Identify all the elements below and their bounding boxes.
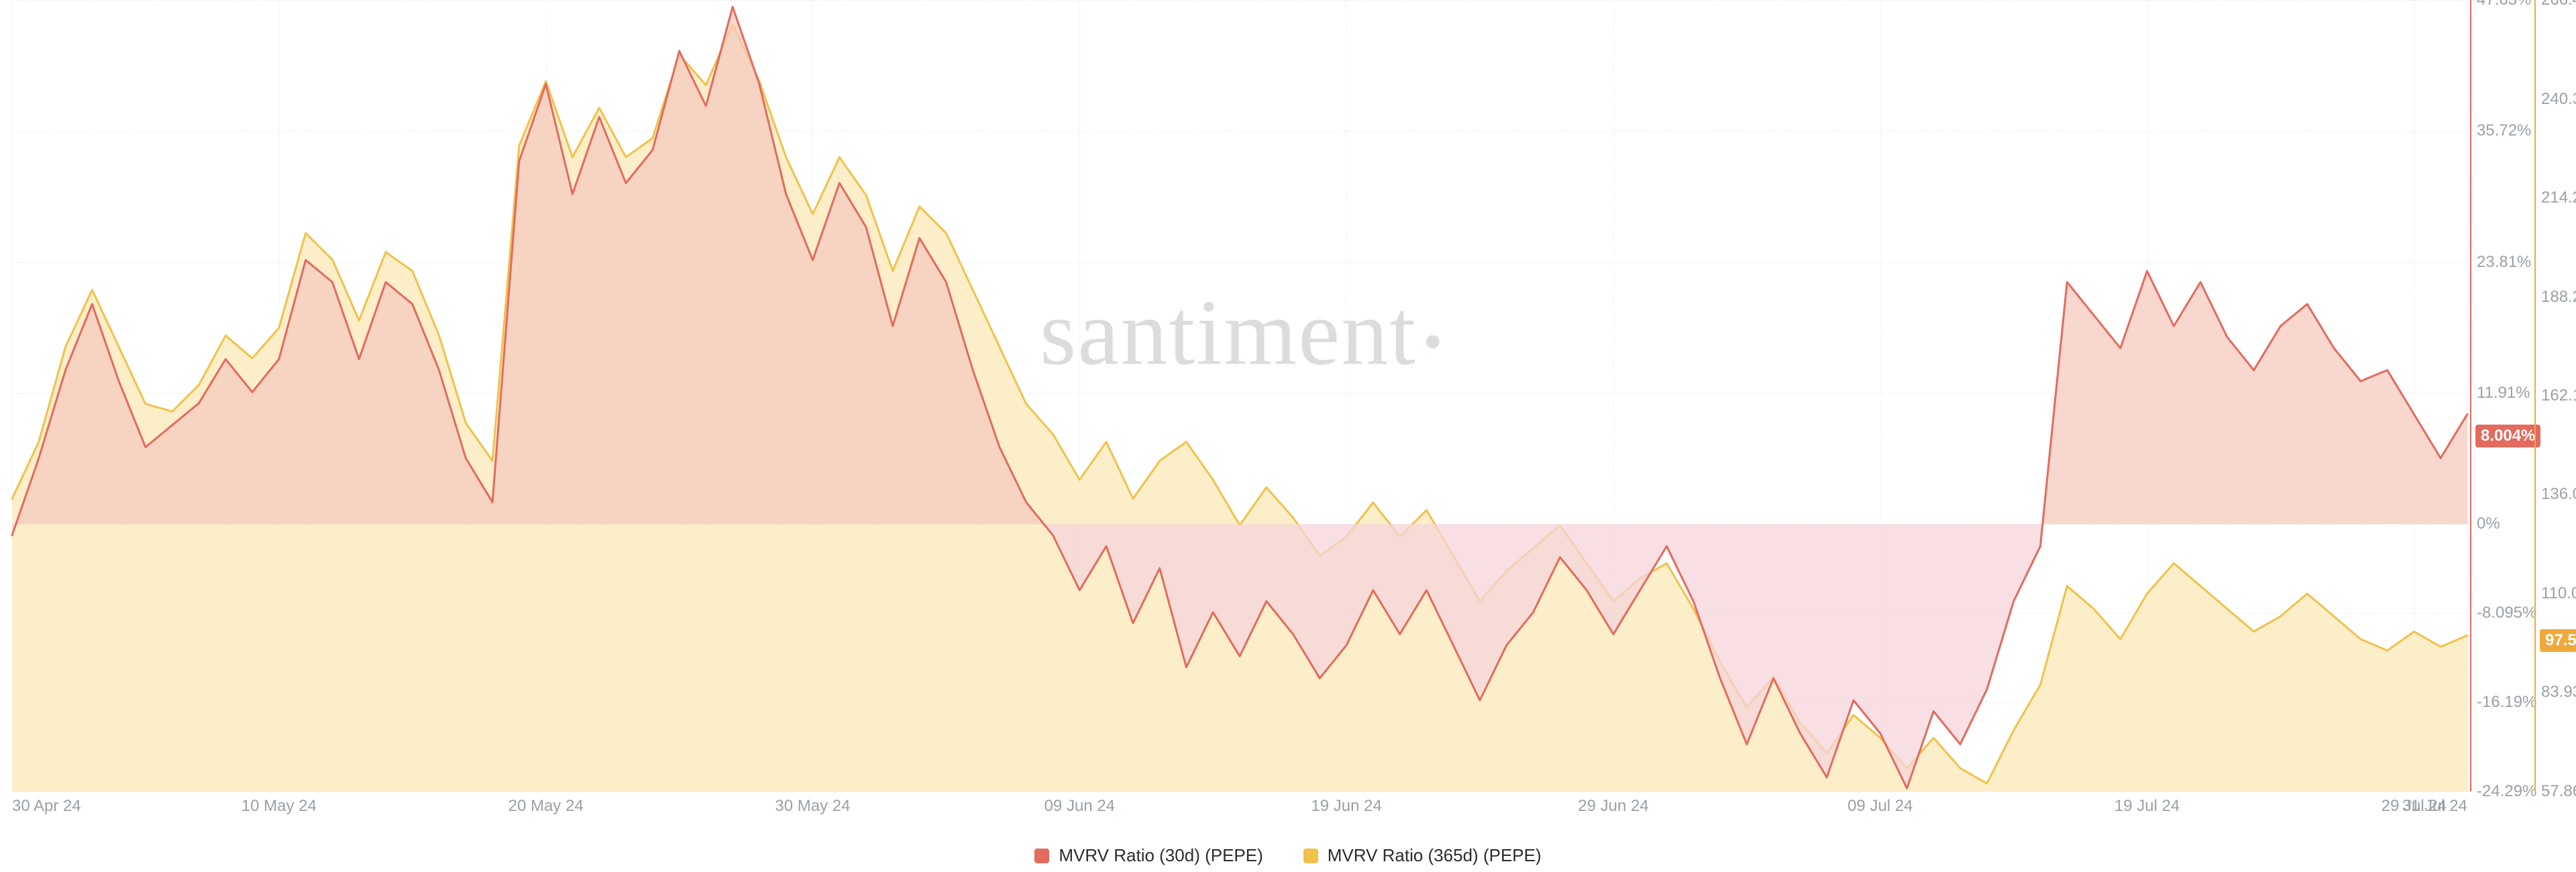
chart-root: santiment MVRV Ratio (30d) (PEPE)MVRV Ra… (0, 0, 2576, 872)
y-left-tick-label: 23.81% (2477, 253, 2531, 272)
y-right-tick-label: 162.14% (2541, 386, 2576, 405)
x-tick-label: 09 Jul 24 (1847, 797, 1913, 816)
y-axis-right-line (2534, 0, 2536, 792)
legend-swatch (1034, 849, 1049, 863)
grid-line-vertical (2467, 0, 2468, 792)
x-tick-label: 30 May 24 (775, 797, 850, 816)
x-tick-label: 31 Jul 24 (2402, 797, 2467, 816)
x-tick-label: 19 Jun 24 (1311, 797, 1381, 816)
plot-area: santiment (12, 0, 2467, 792)
legend-label: MVRV Ratio (365d) (PEPE) (1328, 845, 1542, 866)
legend-item[interactable]: MVRV Ratio (365d) (PEPE) (1303, 845, 1542, 866)
y-left-tick-label: -16.19% (2477, 693, 2536, 712)
y-left-tick-label: -24.29% (2477, 782, 2536, 801)
y-left-tick-label: 35.72% (2477, 121, 2531, 140)
y-right-tick-label: 188.20% (2541, 288, 2576, 307)
legend-swatch (1303, 849, 1318, 863)
y-left-tick-label: -8.095% (2477, 604, 2536, 622)
x-tick-label: 20 May 24 (508, 797, 584, 816)
y-right-tick-label: 136.07% (2541, 485, 2576, 504)
x-tick-label: 29 Jun 24 (1578, 797, 1648, 816)
x-tick-label: 30 Apr 24 (12, 797, 81, 816)
y-right-tick-label: 266.41% (2541, 0, 2576, 9)
legend-item[interactable]: MVRV Ratio (30d) (PEPE) (1034, 845, 1263, 866)
legend-label: MVRV Ratio (30d) (PEPE) (1059, 845, 1263, 866)
y-left-tick-label: 0% (2477, 514, 2500, 533)
y-right-tick-label: 240.34% (2541, 90, 2576, 109)
legend: MVRV Ratio (30d) (PEPE) MVRV Ratio (365d)… (0, 845, 2576, 866)
y-left-current-badge: 8.004% (2475, 425, 2540, 447)
x-tick-label: 09 Jun 24 (1044, 797, 1115, 816)
y-left-tick-label: 11.91% (2477, 384, 2530, 402)
x-tick-label: 10 May 24 (241, 797, 317, 816)
y-axis-left-line (2470, 0, 2471, 792)
y-right-tick-label: 214.27% (2541, 188, 2576, 207)
y-left-tick-label: 47.63% (2477, 0, 2531, 9)
y-right-current-badge: 97.58% (2540, 629, 2576, 652)
y-right-tick-label: 83.93% (2541, 683, 2576, 702)
y-right-tick-label: 57.86% (2541, 782, 2576, 801)
y-right-tick-label: 110.00% (2541, 584, 2576, 603)
x-tick-label: 19 Jul 24 (2114, 797, 2180, 816)
series-mvrv_30d (12, 0, 2467, 792)
